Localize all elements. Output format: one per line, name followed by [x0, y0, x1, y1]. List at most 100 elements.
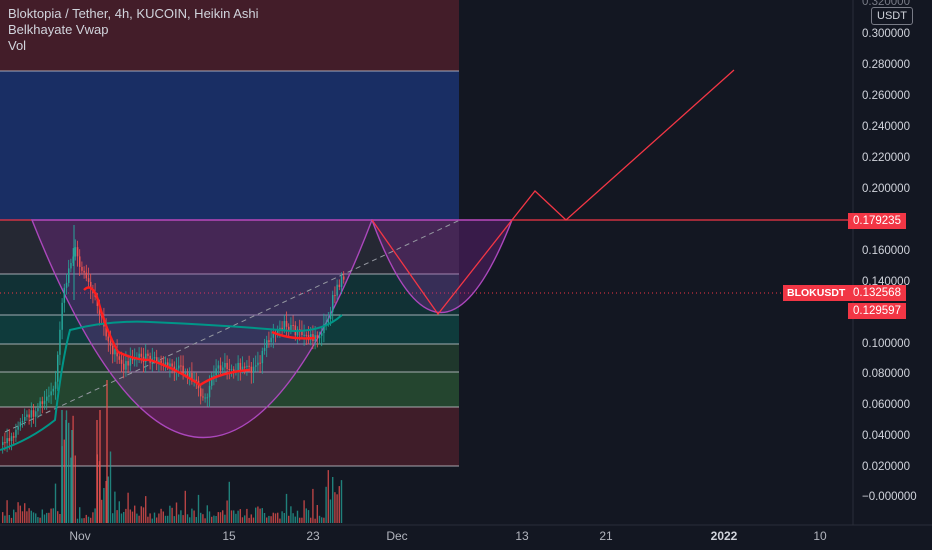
volume-bar: [237, 510, 239, 523]
volume-bar: [334, 492, 336, 523]
candle-body: [28, 414, 30, 418]
candle-body: [272, 332, 275, 338]
volume-bar: [8, 515, 10, 523]
volume-bar: [266, 517, 268, 523]
legend-indicator-vwap: Belkhayate Vwap: [8, 22, 109, 37]
volume-bar: [178, 514, 180, 523]
volume-bar: [186, 514, 189, 523]
volume-bar: [270, 516, 272, 523]
volume-bar: [149, 513, 151, 523]
volume-bars: [2, 380, 343, 523]
volume-bar: [129, 509, 131, 523]
volume-bar: [197, 494, 200, 523]
volume-bar: [92, 512, 94, 523]
volume-bar: [213, 515, 215, 523]
candle-body: [164, 362, 167, 366]
candle-body: [145, 353, 147, 363]
candle-body: [2, 442, 4, 445]
candle-body: [37, 408, 39, 412]
candle-body: [24, 417, 26, 421]
x-tick-label: 10: [813, 529, 827, 543]
volume-bar: [85, 514, 87, 523]
volume-bar: [10, 517, 13, 523]
volume-bar: [52, 508, 54, 523]
candle-body: [35, 411, 37, 417]
volume-bar: [204, 518, 206, 523]
candle-body: [81, 266, 83, 271]
volume-bar: [285, 493, 288, 523]
candle-body: [305, 334, 308, 336]
drawings: [0, 69, 735, 451]
volume-bar: [107, 476, 109, 523]
y-tick-label: 0.020000: [862, 461, 910, 473]
volume-bar: [290, 506, 292, 523]
volume-bar: [248, 517, 250, 523]
volume-bar: [257, 506, 259, 523]
volume-bar: [125, 508, 127, 523]
candle-body: [147, 353, 149, 356]
volume-bar: [321, 517, 323, 523]
volume-bar: [109, 451, 112, 523]
volume-bar: [162, 511, 164, 523]
candle-body: [178, 365, 180, 369]
candle-body: [72, 256, 74, 263]
volume-bar: [83, 518, 85, 523]
candle-body: [140, 353, 143, 357]
candle-body: [90, 281, 92, 289]
candle-body: [226, 363, 228, 369]
legend-title: Bloktopia / Tether, 4h, KUCOIN, Heikin A…: [8, 6, 259, 21]
volume-bar: [43, 514, 46, 523]
chart-legend[interactable]: Bloktopia / Tether, 4h, KUCOIN, Heikin A…: [8, 6, 259, 54]
candle-body: [184, 373, 187, 375]
volume-bar: [24, 503, 26, 523]
volume-bar: [173, 516, 175, 523]
volume-bar: [274, 513, 277, 523]
candle-body: [63, 287, 66, 303]
volume-bar: [191, 508, 193, 523]
candle-body: [46, 396, 48, 401]
volume-bar: [90, 517, 92, 523]
x-tick-label: 13: [515, 529, 529, 543]
last-price-badge: 0.132568: [848, 285, 906, 301]
volume-bar: [4, 515, 6, 523]
candle-body: [266, 340, 268, 348]
volume-bar: [241, 517, 244, 523]
candle-body: [79, 256, 81, 267]
currency-unit-button[interactable]: USDT: [871, 7, 913, 25]
candle-body: [83, 270, 85, 273]
volume-bar: [46, 512, 48, 523]
volume-bar: [323, 517, 325, 523]
candle-body: [125, 361, 127, 370]
candle-body: [202, 396, 204, 398]
candle-body: [244, 366, 246, 368]
volume-bar: [50, 508, 52, 523]
volume-bar: [164, 515, 167, 523]
candles: [2, 225, 345, 454]
candle-body: [160, 360, 162, 364]
candle-body: [323, 324, 325, 334]
y-tick-label: 0.240000: [862, 121, 910, 133]
candle-body: [314, 335, 316, 341]
volume-bar: [6, 500, 8, 523]
volume-bar: [250, 514, 252, 523]
volume-bar: [2, 512, 4, 523]
y-tick-label: 0.300000: [862, 28, 910, 40]
candle-body: [180, 365, 182, 367]
x-tick-label: Dec: [386, 529, 408, 543]
candle-body: [153, 357, 156, 359]
volume-bar: [327, 470, 329, 523]
volume-bar: [294, 516, 296, 523]
volume-bar: [228, 481, 230, 523]
candle-body: [250, 366, 253, 373]
volume-bar: [134, 505, 136, 523]
candle-body: [281, 327, 283, 330]
candle-body: [112, 345, 114, 355]
volume-bar: [59, 514, 61, 523]
volume-bar: [127, 492, 129, 523]
volume-bar: [70, 457, 72, 523]
volume-bar: [94, 508, 96, 523]
candle-body: [17, 426, 19, 430]
candle-body: [107, 336, 110, 342]
projection-path: [371, 69, 735, 316]
